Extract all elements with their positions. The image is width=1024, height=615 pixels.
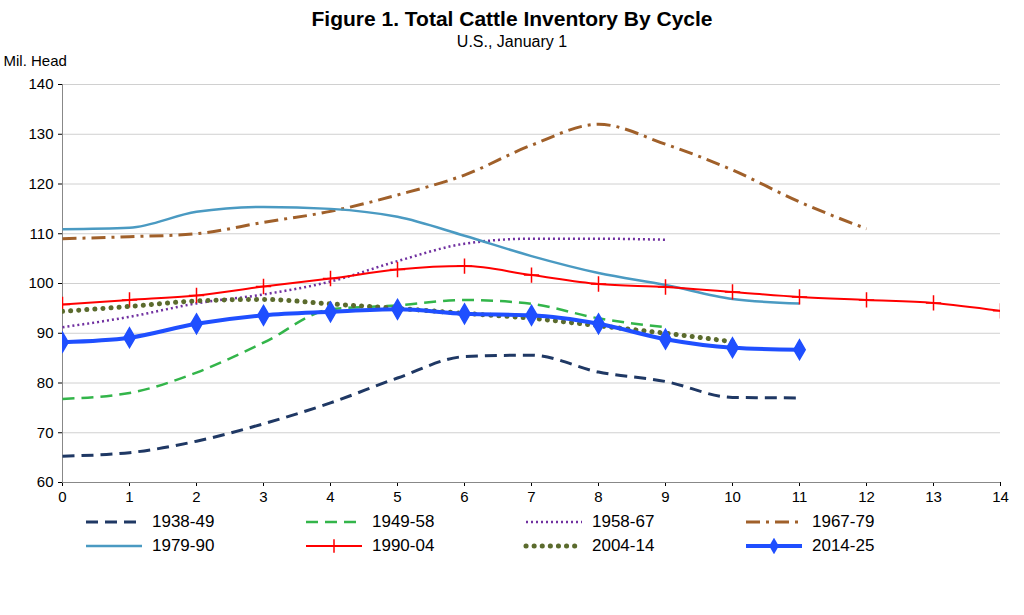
svg-text:2: 2 — [192, 488, 200, 505]
svg-text:60: 60 — [37, 473, 54, 490]
html-text:1958-67: 1958-67 — [592, 512, 655, 531]
html-text:1949-58: 1949-58 — [372, 512, 435, 531]
html-text:Figure 1. Total Cattle Invento: Figure 1. Total Cattle Inventory By Cycl… — [311, 7, 713, 30]
html-text:U.S., January 1: U.S., January 1 — [456, 33, 568, 50]
svg-text:11: 11 — [792, 488, 808, 505]
svg-text:100: 100 — [28, 274, 53, 291]
svg-text:5: 5 — [393, 488, 401, 505]
svg-text:140: 140 — [28, 75, 53, 92]
svg-text:10: 10 — [724, 488, 741, 505]
svg-text:Mil. Head: Mil. Head — [4, 52, 67, 69]
html-text:2004-14: 2004-14 — [592, 536, 655, 555]
svg-text:110: 110 — [30, 225, 54, 242]
svg-text:0: 0 — [58, 488, 66, 505]
html-text:1979-90: 1979-90 — [152, 536, 215, 555]
svg-text:130: 130 — [28, 125, 53, 142]
html-text:2014-25: 2014-25 — [812, 536, 875, 555]
svg-text:7: 7 — [527, 488, 535, 505]
svg-text:6: 6 — [460, 488, 468, 505]
svg-text:8: 8 — [594, 488, 602, 505]
svg-text:120: 120 — [28, 175, 53, 192]
svg-text:4: 4 — [326, 488, 334, 505]
svg-text:80: 80 — [37, 374, 54, 391]
svg-text:12: 12 — [858, 488, 875, 505]
svg-text:1: 1 — [125, 488, 133, 505]
svg-text:90: 90 — [37, 324, 54, 341]
svg-text:9: 9 — [661, 488, 669, 505]
svg-text:14: 14 — [992, 488, 1009, 505]
svg-text:3: 3 — [259, 488, 267, 505]
svg-text:70: 70 — [37, 424, 54, 441]
html-text:1967-79: 1967-79 — [812, 512, 875, 531]
html-text:1938-49: 1938-49 — [152, 512, 215, 531]
html-text:1990-04: 1990-04 — [372, 536, 435, 555]
svg-text:13: 13 — [925, 488, 942, 505]
